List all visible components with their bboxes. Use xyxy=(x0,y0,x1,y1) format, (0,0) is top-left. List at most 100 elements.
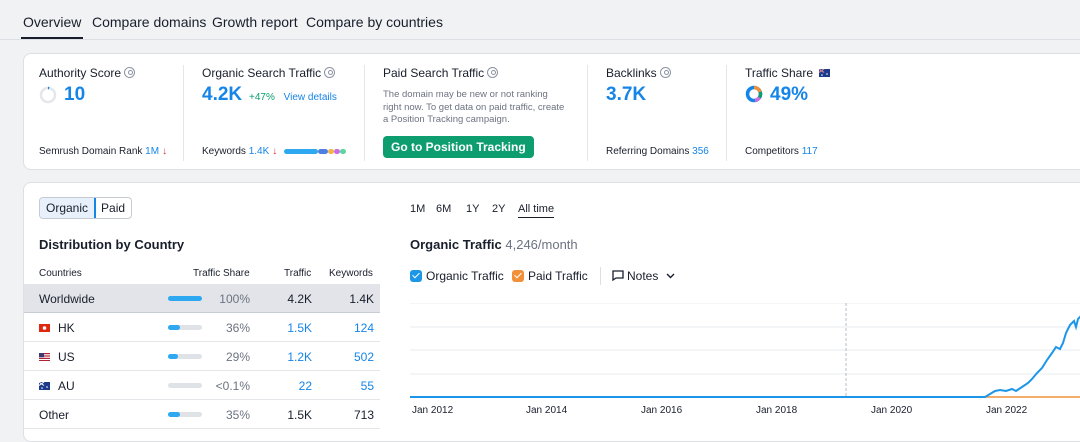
traffic-share-value[interactable]: 49% xyxy=(770,84,809,105)
x-axis-label: Jan 2016 xyxy=(641,405,683,416)
tab-compare-by-countries[interactable]: Compare by countries xyxy=(306,14,443,30)
organic-traffic-series xyxy=(410,315,1080,398)
divider xyxy=(183,65,184,161)
share-value: 36% xyxy=(225,321,250,335)
x-axis-label: Jan 2012 xyxy=(412,405,454,416)
keywords-value[interactable]: 55 xyxy=(360,379,374,393)
us-flag-icon xyxy=(39,353,50,361)
range-all-time[interactable]: All time xyxy=(518,203,555,218)
range-6m[interactable]: 6M xyxy=(436,203,452,215)
backlinks-value[interactable]: 3.7K xyxy=(606,84,647,105)
info-icon[interactable] xyxy=(124,67,136,78)
info-icon[interactable] xyxy=(659,67,671,78)
divider xyxy=(587,65,588,161)
distribution-card: Organic Paid Distribution by Country Cou… xyxy=(23,182,1080,442)
col-countries: Countries xyxy=(39,268,82,279)
distribution-title: Distribution by Country xyxy=(39,237,185,252)
share-bar-fill xyxy=(168,354,178,359)
organic-traffic-chart[interactable] xyxy=(410,303,1080,403)
legend-organic-traffic[interactable]: Organic Traffic xyxy=(410,269,504,283)
traffic-value: 1.5K xyxy=(287,408,312,422)
organic-traffic-value[interactable]: 4.2K xyxy=(202,84,243,105)
traffic-value[interactable]: 1.5K xyxy=(287,321,312,335)
col-traffic-share[interactable]: Traffic Share xyxy=(193,268,250,279)
competitors-line: Competitors 117 xyxy=(745,146,818,157)
keywords-value[interactable]: 124 xyxy=(353,321,374,335)
keyword-distribution-bar xyxy=(284,149,318,154)
keywords-value[interactable]: 1.4K xyxy=(248,146,270,157)
hk-flag-icon xyxy=(39,324,50,332)
share-bar xyxy=(168,354,202,359)
share-value: <0.1% xyxy=(215,379,250,393)
country-name: Worldwide xyxy=(39,292,95,306)
tab-growth-report[interactable]: Growth report xyxy=(212,14,298,30)
checkbox-icon xyxy=(512,270,524,282)
competitors-value[interactable]: 117 xyxy=(801,146,818,157)
backlinks-title: Backlinks xyxy=(606,66,671,80)
organic-paid-toggle: Organic Paid xyxy=(39,197,133,219)
info-icon[interactable] xyxy=(487,67,499,78)
view-details-link[interactable]: View details xyxy=(283,92,337,103)
country-name: US xyxy=(39,350,75,364)
traffic-share-donut-icon xyxy=(745,85,763,103)
toggle-paid[interactable]: Paid xyxy=(101,201,126,215)
referring-domains-value[interactable]: 356 xyxy=(692,146,709,157)
organic-change: +47% View details xyxy=(249,92,337,103)
keyword-distribution-bar xyxy=(340,149,346,154)
arrow-down-icon: ↓ xyxy=(162,146,168,157)
keyword-distribution-bar xyxy=(328,149,334,154)
share-value: 29% xyxy=(225,350,250,364)
notes-dropdown[interactable]: Notes xyxy=(612,269,675,283)
legend-paid-traffic[interactable]: Paid Traffic xyxy=(512,269,588,283)
range-1y[interactable]: 1Y xyxy=(466,203,480,215)
domain-rank-value[interactable]: 1M xyxy=(145,146,160,157)
traffic-value[interactable]: 1.2K xyxy=(287,350,312,364)
keywords-line: Keywords 1.4K ↓ xyxy=(202,146,278,157)
tab-compare-domains[interactable]: Compare domains xyxy=(92,14,207,30)
traffic-value: 4.2K xyxy=(287,292,312,306)
toggle-organic[interactable]: Organic xyxy=(40,198,97,218)
share-bar-fill xyxy=(168,325,181,330)
country-name: AU xyxy=(39,379,75,393)
traffic-value[interactable]: 22 xyxy=(298,379,312,393)
paid-traffic-title: Paid Search Traffic xyxy=(383,66,499,80)
checkbox-icon xyxy=(410,270,422,282)
table-row[interactable]: AU <0.1% 22 55 xyxy=(24,371,380,400)
report-tabs: Overview Compare domains Growth report C… xyxy=(0,0,1080,40)
range-2y[interactable]: 2Y xyxy=(492,203,506,215)
table-row[interactable]: HK 36% 1.5K 124 xyxy=(24,313,380,342)
table-row[interactable]: US 29% 1.2K 502 xyxy=(24,342,380,371)
chevron-down-icon xyxy=(666,273,675,279)
referring-domains-line: Referring Domains 356 xyxy=(606,146,709,157)
x-axis-label: Jan 2020 xyxy=(871,405,913,416)
divider xyxy=(600,267,601,285)
info-icon[interactable] xyxy=(324,67,336,78)
keywords-value: 713 xyxy=(353,408,374,422)
tab-overview[interactable]: Overview xyxy=(20,14,84,39)
domain-rank-line: Semrush Domain Rank 1M ↓ xyxy=(39,146,168,157)
x-axis-label: Jan 2018 xyxy=(756,405,798,416)
keyword-distribution-bar xyxy=(334,149,340,154)
organic-traffic-chart-title: Organic Traffic 4,246/month xyxy=(410,237,578,252)
share-bar-fill xyxy=(168,412,180,417)
share-bar xyxy=(168,412,202,417)
range-1m[interactable]: 1M xyxy=(410,203,426,215)
col-traffic[interactable]: Traffic xyxy=(284,268,312,279)
authority-score-value[interactable]: 10 xyxy=(64,84,86,105)
au-flag-icon xyxy=(819,68,831,77)
divider xyxy=(726,65,727,161)
col-keywords[interactable]: Keywords xyxy=(329,268,373,279)
share-bar-fill xyxy=(168,296,202,301)
authority-gauge-icon xyxy=(39,86,57,104)
paid-traffic-description: The domain may be new or not ranking rig… xyxy=(383,89,565,125)
x-axis-label: Jan 2022 xyxy=(986,405,1028,416)
keywords-value: 1.4K xyxy=(349,292,374,306)
share-bar xyxy=(168,296,202,301)
table-row[interactable]: Worldwide 100% 4.2K 1.4K xyxy=(24,284,380,313)
country-name: Other xyxy=(39,408,70,422)
keyword-distribution-bar xyxy=(318,149,328,154)
au-flag-icon xyxy=(39,382,50,390)
keywords-value[interactable]: 502 xyxy=(353,350,374,364)
traffic-share-title: Traffic Share xyxy=(745,66,831,80)
go-to-position-tracking-button[interactable]: Go to Position Tracking xyxy=(383,136,534,158)
